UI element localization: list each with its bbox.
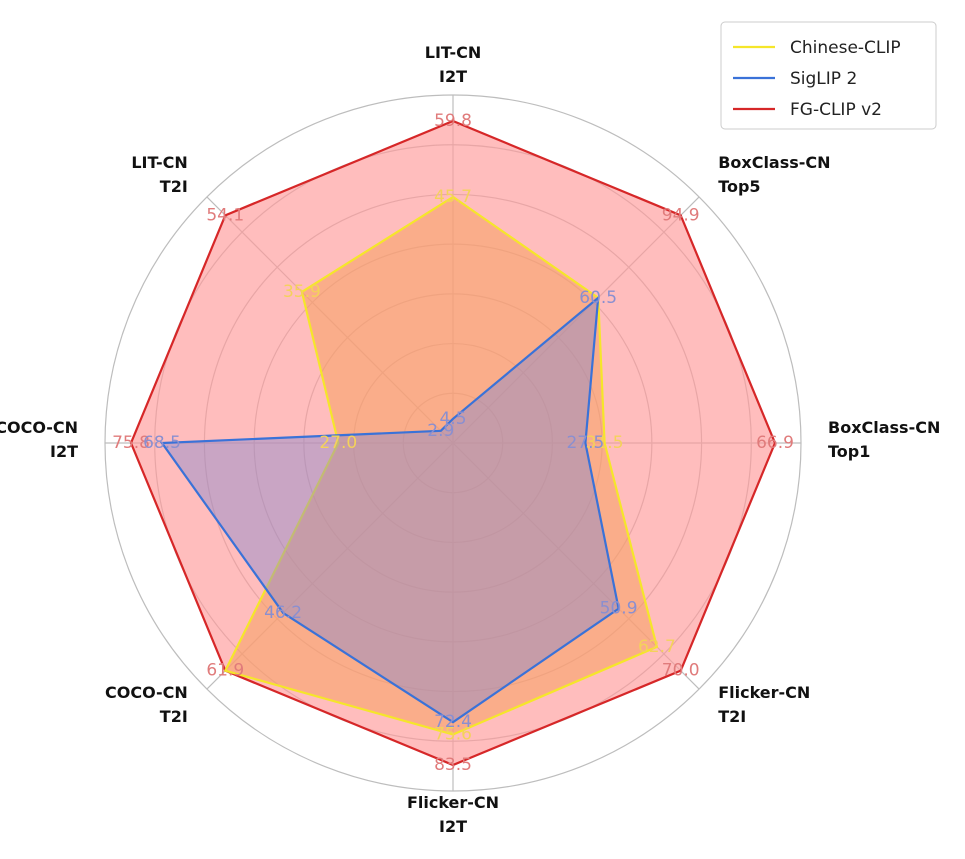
value-label-siglip-2: 68.5	[143, 433, 181, 453]
value-label-siglip-2: 46.2	[264, 603, 302, 623]
axis-label: BoxClass-CN Top5	[718, 153, 830, 196]
value-label-siglip-2: 4.5	[439, 409, 466, 429]
axis-label-line2: T2I	[718, 707, 746, 726]
value-label-chinese-clip: 27.0	[319, 433, 357, 453]
value-label-fg-clip-v2: 83.5	[434, 755, 472, 775]
legend-box	[720, 21, 937, 130]
value-label-fg-clip-v2: 54.1	[206, 205, 244, 225]
axis-label-line1: COCO-CN	[0, 418, 78, 437]
value-label-chinese-clip: 62.7	[638, 637, 676, 657]
axis-label-line2: I2T	[439, 817, 467, 836]
value-label-fg-clip-v2: 66.9	[756, 433, 794, 453]
axis-label: COCO-CN T2I	[105, 683, 188, 726]
value-label-fg-clip-v2: 61.9	[206, 661, 244, 681]
value-label-siglip-2: 60.5	[579, 288, 617, 308]
legend-item-label: Chinese-CLIP	[790, 38, 901, 58]
axis-label: Flicker-CN T2I	[718, 683, 810, 726]
axis-label-line2: T2I	[160, 707, 188, 726]
legend-item-label: FG-CLIP v2	[790, 100, 882, 120]
value-label-fg-clip-v2: 75.8	[112, 433, 150, 453]
axis-label: LIT-CN I2T	[425, 43, 481, 86]
series-area-chinese-clip	[223, 195, 659, 736]
axis-label: COCO-CN I2T	[0, 418, 78, 461]
axis-label: BoxClass-CN Top1	[828, 418, 940, 461]
value-label-chinese-clip: 35.9	[283, 282, 321, 302]
value-label-siglip-2: 72.4	[434, 712, 472, 732]
value-label-fg-clip-v2: 59.8	[434, 111, 472, 131]
axis-label-line1: Flicker-CN	[718, 683, 810, 702]
value-label-chinese-clip: 45.7	[434, 187, 472, 207]
axis-label-line2: I2T	[439, 67, 467, 86]
value-label-siglip-2: 27.5	[566, 433, 604, 453]
value-label-fg-clip-v2: 70.0	[662, 661, 700, 681]
axis-label-line1: COCO-CN	[105, 683, 188, 702]
axis-label: Flicker-CN I2T	[407, 793, 499, 836]
legend: Chinese-CLIP SigLIP 2 FG-CLIP v2	[720, 21, 937, 130]
legend-item-label: SigLIP 2	[790, 69, 857, 89]
value-label-siglip-2: 2.9	[427, 421, 454, 441]
axis-label-line2: T2I	[160, 177, 188, 196]
axis-label-line1: BoxClass-CN	[718, 153, 830, 172]
axis-label-line1: LIT-CN	[425, 43, 481, 62]
value-label-siglip-2: 50.9	[600, 599, 638, 619]
axis-label-line1: BoxClass-CN	[828, 418, 940, 437]
series-area-siglip-2	[159, 295, 620, 724]
axis-label-line2: Top1	[828, 442, 870, 461]
value-label-chinese-clip: 75.6	[434, 725, 472, 745]
axis-label-line2: Top5	[718, 177, 760, 196]
value-label-chinese-clip: 31.5	[586, 433, 624, 453]
axis-label-line1: LIT-CN	[131, 153, 187, 172]
value-label-fg-clip-v2: 94.9	[662, 205, 700, 225]
axis-label: LIT-CN T2I	[131, 153, 187, 196]
axis-label-line1: Flicker-CN	[407, 793, 499, 812]
axis-label-line2: I2T	[50, 442, 78, 461]
